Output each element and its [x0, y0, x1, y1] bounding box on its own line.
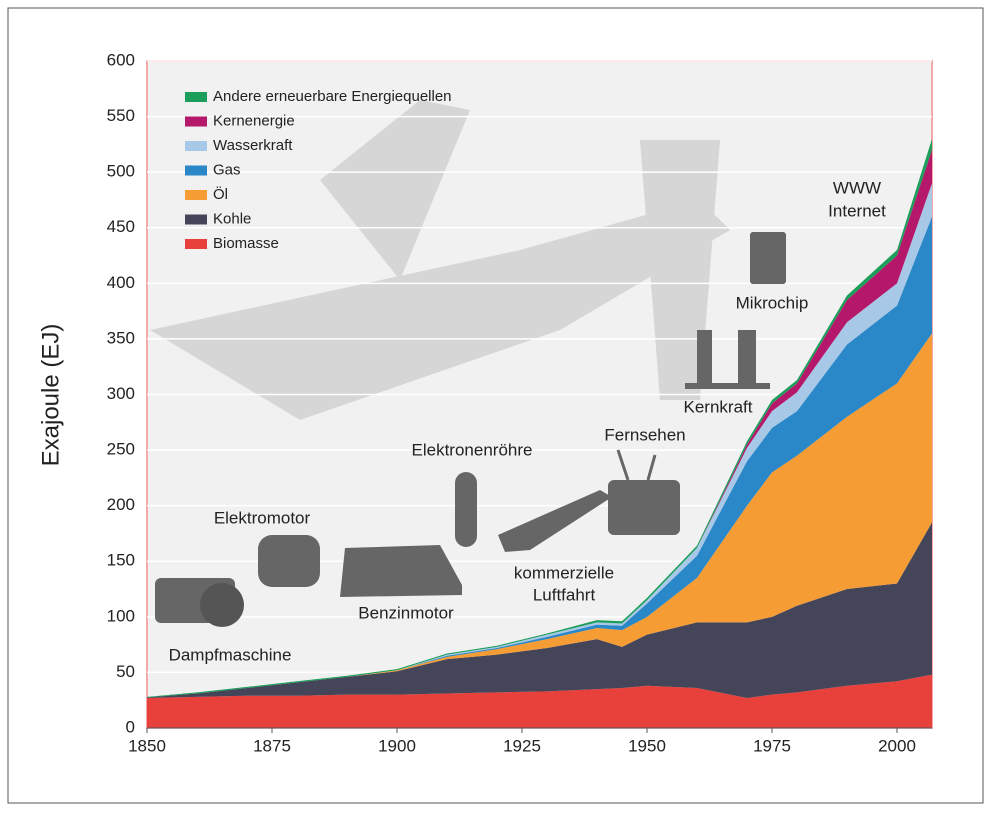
y-tick-label: 500: [107, 162, 135, 181]
legend-label: Wasserkraft: [213, 137, 293, 154]
x-tick-label: 1925: [503, 736, 541, 755]
y-tick-label: 300: [107, 384, 135, 403]
legend-label: Kohle: [213, 210, 251, 227]
x-tick-label: 1975: [753, 736, 791, 755]
annotation: Elektronenröhre: [412, 440, 533, 459]
y-tick-label: 150: [107, 551, 135, 570]
area: [147, 333, 932, 698]
y-tick-label: 350: [107, 328, 135, 347]
legend-swatch: [185, 214, 207, 225]
annotation: kommerzielle: [514, 563, 614, 582]
annotation: Benzinmotor: [358, 603, 454, 622]
legend-swatch: [185, 141, 207, 151]
x-tick-label: 1900: [378, 736, 416, 755]
annotation: Dampfmaschine: [169, 645, 292, 664]
legend-label: Öl: [213, 185, 228, 203]
y-tick-label: 100: [107, 606, 135, 625]
legend-swatch: [185, 190, 207, 200]
y-tick-label: 50: [116, 662, 135, 681]
y-tick-label: 450: [107, 217, 135, 236]
y-axis-label: Exajoule (EJ): [37, 324, 64, 467]
annotation: Kernkraft: [684, 397, 753, 416]
annotation: Luftfahrt: [533, 585, 596, 604]
legend-label: Gas: [213, 161, 241, 178]
icons: [155, 232, 786, 627]
annotation: WWW: [833, 178, 881, 197]
y-tick-label: 0: [126, 717, 135, 736]
area: [147, 216, 932, 698]
y-tick-label: 550: [107, 106, 135, 125]
x-tick-label: 1950: [628, 736, 666, 755]
y-tick-label: 200: [107, 495, 135, 514]
legend-label: Andere erneuerbare Energiequellen: [213, 88, 452, 105]
legend-swatch: [185, 239, 207, 249]
annotation: Fernsehen: [604, 425, 685, 444]
annotation: Mikrochip: [736, 293, 809, 312]
y-tick-label: 600: [107, 50, 135, 69]
area: [147, 522, 932, 698]
legend-label: Biomasse: [213, 235, 279, 252]
x-tick-label: 2000: [878, 736, 916, 755]
y-tick-label: 400: [107, 273, 135, 292]
annotation: Internet: [828, 201, 886, 220]
legend-label: Kernenergie: [213, 112, 295, 129]
legend-swatch: [185, 165, 207, 176]
legend-swatch: [185, 92, 207, 102]
annotation: Elektromotor: [214, 508, 311, 527]
area: [147, 674, 932, 728]
legend-swatch: [185, 116, 207, 127]
y-tick-label: 250: [107, 440, 135, 459]
x-tick-label: 1875: [253, 736, 291, 755]
x-tick-label: 1850: [128, 736, 166, 755]
